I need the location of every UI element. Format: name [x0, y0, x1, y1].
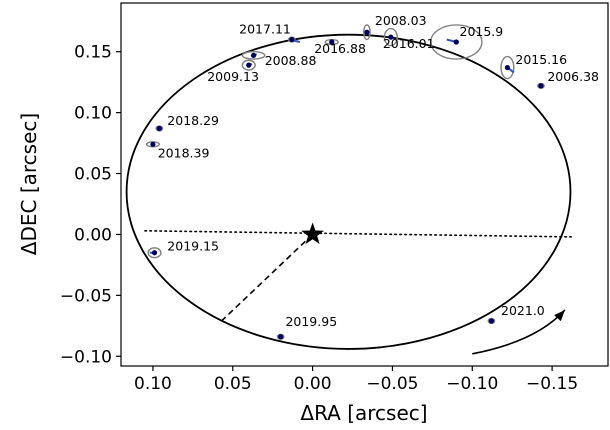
y-tick-label: 0.10 [74, 104, 112, 124]
error-ellipse [241, 51, 266, 60]
observation-point [246, 62, 252, 68]
periastron-line [221, 233, 314, 322]
error-ellipse [363, 24, 371, 41]
x-tick-label: −0.05 [366, 374, 418, 394]
plot-area [125, 24, 573, 350]
observation-point [329, 39, 335, 45]
y-tick-label: −0.05 [60, 286, 112, 306]
epoch-label: 2019.95 [285, 314, 337, 329]
y-tick-label: 0.00 [74, 225, 112, 245]
epoch-label: 2016.88 [314, 41, 366, 56]
plot-content: 2017.11 2008.03 2015.9 2016.88 2016.01 2015.1… [125, 13, 599, 355]
observation-point [156, 125, 162, 132]
observation-point [388, 34, 394, 40]
x-tick-label: −0.15 [526, 374, 578, 394]
error-ellipse [241, 59, 256, 71]
motion-arrow-head [554, 309, 565, 322]
axis-ticks: 0.10 0.05 0.00 −0.05 −0.10 −0.15 0.15 0.10 0.05 0… [60, 43, 578, 394]
y-tick-label: 0.05 [74, 165, 112, 185]
y-axis-title: ΔDEC [arcsec] [17, 113, 41, 255]
error-ellipse [147, 247, 162, 259]
orbit-ellipse [125, 33, 572, 350]
observation-point [364, 29, 370, 35]
epoch-label: 2008.88 [265, 53, 317, 68]
epoch-label: 2017.11 [239, 21, 291, 36]
x-tick-label: 0.10 [134, 374, 172, 394]
epoch-label: 2015.16 [515, 52, 567, 67]
error-ellipse [430, 24, 483, 60]
y-tick-label: 0.15 [74, 43, 112, 63]
epoch-label: 2018.29 [167, 113, 219, 128]
epoch-label: 2018.39 [158, 146, 210, 161]
epoch-label: 2021.0 [501, 303, 545, 318]
epoch-label: 2016.01 [383, 36, 435, 51]
y-tick-label: −0.10 [60, 347, 112, 367]
x-tick-label: 0.00 [294, 374, 332, 394]
epoch-label: 2015.9 [460, 24, 504, 39]
central-star-marker [301, 222, 325, 245]
x-axis-title: ΔRA [arcsec] [300, 401, 427, 425]
line-of-nodes [144, 229, 573, 238]
epoch-label: 2006.38 [547, 69, 599, 84]
x-tick-label: −0.10 [446, 374, 498, 394]
observation-point [504, 64, 511, 71]
observation-point [250, 52, 257, 58]
observation-point [150, 141, 156, 147]
error-ellipse [383, 27, 398, 47]
observation-point [453, 39, 459, 45]
epoch-label: 2008.03 [375, 13, 427, 28]
error-ellipse [500, 55, 515, 80]
observation-point [488, 318, 495, 324]
plot-frame [120, 2, 609, 367]
observation-point [538, 83, 544, 89]
epoch-label: 2019.15 [167, 238, 219, 253]
observation-point [151, 250, 158, 256]
epoch-label: 2009.13 [207, 69, 259, 84]
observation-point [278, 334, 284, 340]
x-tick-label: 0.05 [214, 374, 252, 394]
observation-point [289, 36, 295, 43]
